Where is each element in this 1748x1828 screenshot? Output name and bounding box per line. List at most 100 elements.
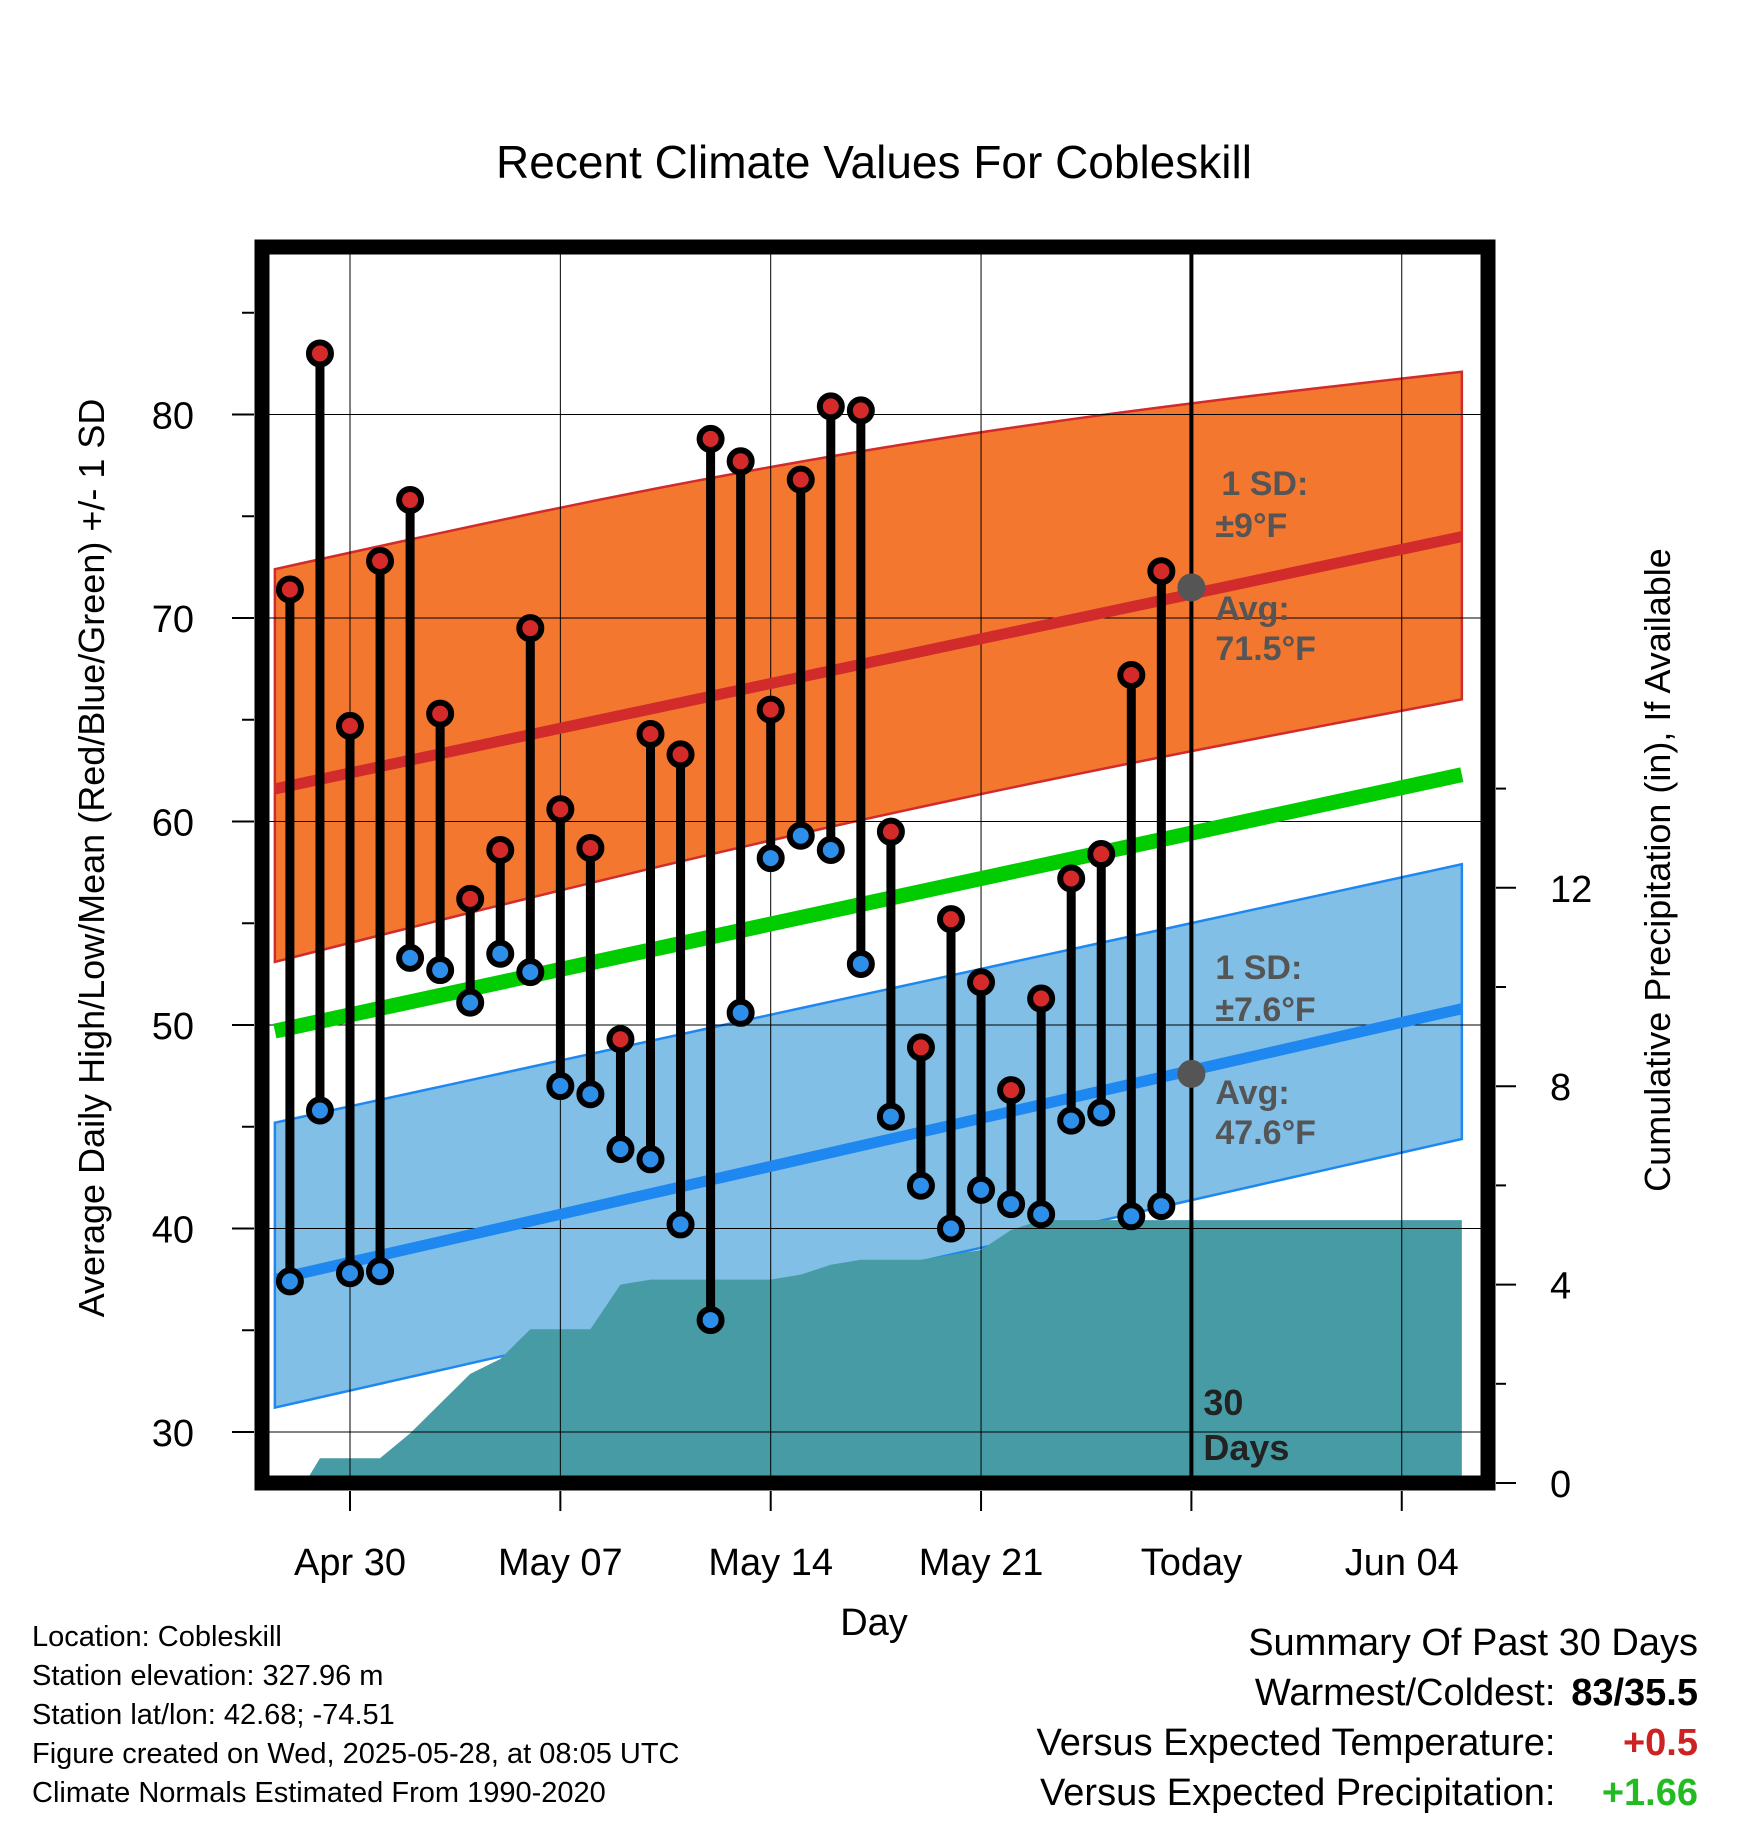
daily-high-point [1087, 840, 1116, 869]
y-tick-label: 60 [152, 803, 194, 845]
temp-value: +0.5 [1622, 1722, 1698, 1764]
low-avg-label: Avg: [1215, 1074, 1289, 1112]
daily-low-point [456, 988, 485, 1017]
daily-high-point [816, 392, 845, 421]
y-tick-label: 50 [152, 1006, 194, 1048]
daily-low-point [486, 939, 515, 968]
daily-low-point [636, 1145, 665, 1174]
daily-low-point [336, 1259, 364, 1288]
daily-high-point [606, 1025, 635, 1054]
x-tick-label: Apr 30 [294, 1542, 406, 1584]
x-tick-label: May 14 [708, 1542, 833, 1584]
y-tick-label: 70 [152, 599, 194, 641]
daily-high-point [636, 719, 665, 748]
precip-label: Versus Expected Precipitation: [1040, 1772, 1556, 1814]
y-tick-label: 30 [152, 1413, 194, 1455]
daily-high-point [516, 614, 545, 643]
daily-high-point [937, 905, 965, 934]
x-tick-label: Today [1141, 1542, 1242, 1584]
daily-high-point [1027, 984, 1056, 1013]
daily-low-point [1147, 1192, 1176, 1221]
daily-high-point [305, 339, 334, 368]
daily-low-point [846, 949, 875, 978]
daily-high-point [666, 740, 695, 769]
high-sd-label: 1 SD: [1221, 465, 1308, 503]
daily-high-point [726, 447, 755, 476]
plot-area [262, 247, 1488, 1483]
daily-low-point [816, 835, 845, 864]
daily-high-point [756, 695, 785, 724]
summary-heading: Summary Of Past 30 Days [1248, 1622, 1698, 1664]
daily-low-point [997, 1190, 1026, 1219]
daily-low-point [576, 1080, 605, 1109]
daily-high-point [1117, 660, 1146, 689]
normals-text: Climate Normals Estimated From 1990-2020 [32, 1777, 606, 1809]
daily-high-point [576, 833, 605, 862]
y2-tick-label: 4 [1550, 1266, 1571, 1308]
daily-low-point [1117, 1202, 1146, 1231]
daily-low-point [366, 1257, 395, 1286]
location-text: Location: Cobleskill [32, 1621, 282, 1653]
daily-low-point [305, 1096, 334, 1125]
daily-low-point [546, 1072, 575, 1101]
station-info: Location: Cobleskill Station elevation: … [32, 1618, 680, 1813]
low-sd-label: 1 SD: [1215, 949, 1302, 987]
daily-low-point [906, 1171, 935, 1200]
low-avg-today-dot [1177, 1059, 1206, 1088]
low-avg-line [273, 1003, 1464, 1285]
temp-label: Versus Expected Temperature: [1036, 1722, 1556, 1764]
summary-panel: Summary Of Past 30 Days Warmest/Coldest:… [1037, 1618, 1698, 1818]
daily-low-point [1027, 1200, 1056, 1229]
daily-high-point [876, 817, 905, 846]
daily-low-point [426, 956, 455, 985]
daily-high-point [846, 396, 875, 425]
daily-low-point [786, 821, 815, 850]
daily-low-point [396, 943, 425, 972]
daily-low-point [967, 1175, 996, 1204]
daily-high-point [967, 968, 996, 997]
daily-high-point [336, 711, 364, 740]
y-tick-label: 80 [152, 396, 194, 438]
y-tick-label: 40 [152, 1210, 194, 1252]
x-axis-label: Day [840, 1602, 908, 1644]
daily-high-point [275, 575, 304, 604]
daily-high-point [906, 1033, 935, 1062]
summary-precipitation: Versus Expected Precipitation: +1.66 [1037, 1768, 1698, 1818]
latlon-text: Station lat/lon: 42.68; -74.51 [32, 1699, 395, 1731]
summary-warm-cold: Warmest/Coldest: 83/35.5 [1037, 1668, 1698, 1718]
daily-low-point [275, 1267, 304, 1296]
precip-area [304, 1220, 1462, 1483]
daily-high-point [396, 485, 425, 514]
daily-low-point [1087, 1098, 1116, 1127]
high-sd-value: ±9°F [1215, 507, 1287, 545]
warm-cold-label: Warmest/Coldest: [1254, 1672, 1556, 1714]
elevation-text: Station elevation: 327.96 m [32, 1660, 384, 1692]
daily-low-point [1057, 1106, 1086, 1135]
y2-tick-label: 8 [1550, 1067, 1571, 1109]
daily-high-point [1057, 864, 1086, 893]
high-avg-value: 71.5°F [1215, 630, 1316, 668]
daily-low-point [726, 998, 755, 1027]
high-avg-today-dot [1177, 573, 1206, 602]
daily-high-point [546, 795, 575, 824]
daily-low-point [606, 1135, 635, 1164]
low-avg-value: 47.6°F [1215, 1114, 1316, 1152]
x-tick-label: May 21 [919, 1542, 1044, 1584]
daily-high-point [997, 1076, 1026, 1105]
x-tick-label: May 07 [498, 1542, 623, 1584]
daily-high-point [486, 835, 515, 864]
today-count-label: 30 [1203, 1382, 1243, 1423]
daily-high-point [366, 547, 395, 576]
daily-low-point [876, 1102, 905, 1131]
y2-axis-label: Cumulative Precipitation (in), If Availa… [1637, 548, 1678, 1192]
warm-cold-value: 83/35.5 [1571, 1672, 1698, 1714]
daily-high-point [426, 699, 455, 728]
summary-temperature: Versus Expected Temperature: +0.5 [1037, 1718, 1698, 1768]
high-avg-line [273, 531, 1463, 795]
y2-tick-label: 12 [1550, 869, 1592, 911]
created-text: Figure created on Wed, 2025-05-28, at 08… [32, 1738, 680, 1770]
x-tick-label: Jun 04 [1345, 1542, 1459, 1584]
y-axis-label: Average Daily High/Low/Mean (Red/Blue/Gr… [71, 399, 112, 1318]
daily-high-point [696, 424, 725, 453]
